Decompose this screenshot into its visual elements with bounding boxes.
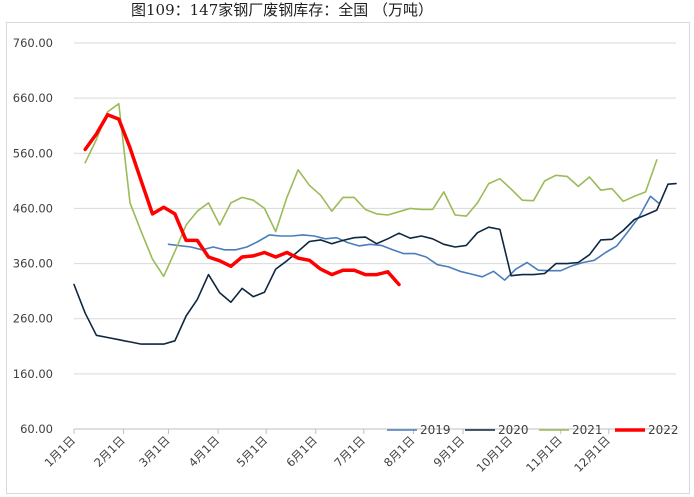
series-line-2022: [83, 112, 401, 287]
x-tick-label: 6月1日: [283, 433, 320, 470]
x-tick-label: 1月1日: [42, 433, 79, 470]
x-tick-label: 8月1日: [381, 433, 418, 470]
x-tick-label: 11月1日: [523, 433, 565, 475]
y-gridlines: [74, 42, 676, 430]
x-tick-label: 9月1日: [431, 433, 468, 470]
legend-label-2021: 2021: [572, 423, 603, 437]
legend-label-2020: 2020: [498, 423, 529, 437]
y-tick-label: 60.00: [20, 422, 53, 436]
y-tick-label: 760.00: [13, 36, 53, 50]
y-tick-label: 460.00: [13, 201, 53, 215]
legend-label-2019: 2019: [420, 423, 451, 437]
chart-frame: [6, 22, 690, 494]
x-tick-label: 12月1日: [571, 433, 613, 475]
series-line-2019: [167, 195, 660, 281]
y-tick-label: 160.00: [13, 367, 53, 381]
x-tick-label: 3月1日: [136, 433, 173, 470]
y-tick-label: 560.00: [13, 146, 53, 160]
x-tick-label: 5月1日: [234, 433, 271, 470]
chart-title: 图109：147家钢厂废钢库存：全国 （万吨）: [131, 1, 434, 19]
series-line-2020: [73, 182, 677, 345]
y-tick-label: 360.00: [13, 257, 53, 271]
y-tick-label: 660.00: [13, 91, 53, 105]
series-line-2021: [84, 102, 658, 278]
x-tick-label: 7月1日: [331, 433, 368, 470]
x-tick-label: 4月1日: [186, 433, 223, 470]
x-tick-label: 2月1日: [91, 433, 128, 470]
legend: 2019 2020 2021 2022: [387, 423, 679, 437]
series-lines: [73, 102, 677, 345]
x-tick-label: 10月1日: [474, 433, 516, 475]
y-tick-label: 260.00: [13, 312, 53, 326]
legend-label-2022: 2022: [648, 423, 679, 437]
y-axis-ticks: 760.00 660.00 560.00 460.00 360.00 260.00 160.…: [13, 36, 53, 436]
